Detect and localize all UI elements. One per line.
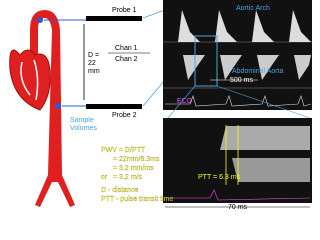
waveform [165,10,311,42]
legend: PTT - pulse transit time [101,196,173,203]
zoom-connector [167,85,196,119]
connector [142,9,166,19]
formula: or [101,174,108,181]
distance: mm [88,68,100,75]
ecg-label: ECG [177,98,192,105]
channel-label: Chan 1 [115,45,138,52]
vessel-label: Abdominal Aorta [232,68,283,75]
zoom-box [194,35,218,87]
zoom-connector [216,85,311,119]
heart-detail [20,59,39,101]
time-scale: 500 ms [230,77,253,84]
formula: = 3.2 mm/ms [113,165,154,172]
vessel-label: Aortic Arch [236,5,270,12]
channel-label: Chan 2 [115,56,138,63]
distance: D = [88,52,99,59]
sample-volume [55,103,61,109]
probe-label: Probe 1 [112,7,137,14]
sample-volumes: Volumes [70,125,97,132]
diagram: Probe 1 Probe 2 D = 22 mm Sample Volumes… [9,0,312,211]
ecg-trace [165,95,312,107]
time-scale: 70 ms [228,204,248,211]
probe [86,16,142,21]
waveform [165,55,311,80]
ecg-trace [165,189,311,201]
zoom-waveform [165,126,310,150]
connector [142,79,166,107]
formula: PWV = D/PTT [101,147,146,154]
sample-volumes: Sample [70,117,94,124]
ptt-label: PTT = 6.3 ms [198,174,241,181]
formula: = 22mm/6.3ms [113,156,160,163]
distance: 22 [88,60,96,67]
heart [9,49,51,111]
zoom-waveform [165,158,310,182]
formula: = 3.2 m/s [113,174,142,181]
probe [86,104,142,109]
legend: D - distance [101,187,138,194]
probe-label: Probe 2 [112,112,137,119]
aorta [30,10,75,207]
sample-volume [37,17,43,23]
